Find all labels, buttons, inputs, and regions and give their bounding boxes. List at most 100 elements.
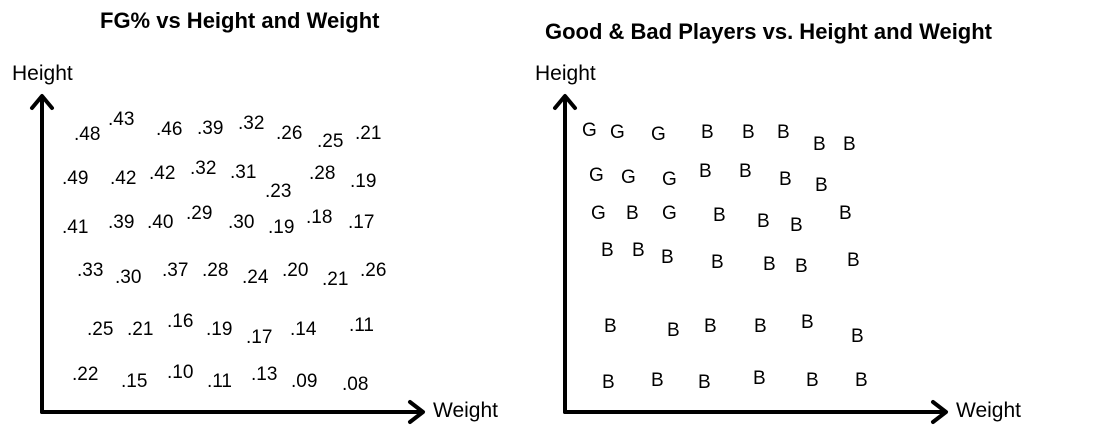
player-marker-r2-c1: G bbox=[589, 165, 604, 186]
fg-value-r3-c8: .17 bbox=[348, 212, 374, 233]
right-x-axis-arrowhead bbox=[931, 400, 948, 424]
fg-value-r6-c1: .22 bbox=[72, 364, 98, 385]
player-marker-r4-c5: B bbox=[763, 254, 776, 275]
player-marker-r2-c7: B bbox=[815, 175, 828, 196]
player-marker-r1-c8: B bbox=[843, 134, 856, 155]
player-marker-r5-c1: B bbox=[604, 316, 617, 337]
left-fg-values: .48 .43 .46 .39 .32 .26 .25 .21 .49 .42 .42 .32 .31.… bbox=[62, 109, 386, 395]
fg-value-r2-c6: .23 bbox=[265, 181, 291, 202]
fg-value-r5-c7: .11 bbox=[349, 315, 374, 336]
fg-value-r1-c6: .26 bbox=[276, 123, 302, 144]
player-marker-r4-c4: B bbox=[711, 252, 724, 273]
fg-value-r1-c7: .25 bbox=[317, 131, 343, 152]
player-marker-r1-c3: G bbox=[651, 124, 666, 145]
fg-value-r5-c6: .14 bbox=[290, 319, 317, 340]
fg-value-r1-c4: .39 bbox=[197, 118, 223, 139]
fg-value-r1-c2: .43 bbox=[108, 109, 134, 130]
player-marker-r5-c3: B bbox=[704, 316, 717, 337]
player-marker-r1-c4: B bbox=[701, 122, 714, 143]
right-axes bbox=[553, 94, 948, 424]
fg-value-r5-c4: .19 bbox=[206, 319, 232, 340]
fg-value-r4-c8: .26 bbox=[360, 260, 386, 281]
player-marker-r6-c5: B bbox=[806, 370, 819, 391]
fg-value-r6-c2: .15 bbox=[121, 371, 147, 392]
fg-value-r5-c2: .21 bbox=[127, 319, 153, 340]
fg-value-r1-c5: .32 bbox=[238, 113, 264, 134]
fg-value-r2-c7: .28 bbox=[309, 163, 335, 184]
left-chart-title: FG% vs Height and Weight bbox=[100, 8, 380, 33]
player-marker-r4-c2: B bbox=[632, 240, 645, 261]
player-marker-r3-c1: G bbox=[591, 203, 606, 224]
player-marker-r1-c6: B bbox=[777, 122, 790, 143]
player-marker-r2-c2: G bbox=[621, 167, 636, 188]
player-marker-r4-c6: B bbox=[795, 256, 808, 277]
fg-value-r4-c6: .20 bbox=[282, 260, 308, 281]
left-x-axis-arrowhead bbox=[408, 400, 425, 424]
fg-value-r1-c3: .46 bbox=[156, 119, 182, 140]
player-marker-r5-c5: B bbox=[801, 312, 814, 333]
player-marker-r6-c4: B bbox=[753, 368, 766, 389]
fg-value-r6-c4: .11 bbox=[207, 371, 232, 392]
player-marker-r2-c3: G bbox=[662, 169, 677, 190]
player-marker-r2-c5: B bbox=[739, 161, 752, 182]
left-axes bbox=[30, 94, 425, 424]
left-y-axis-arrowhead bbox=[30, 94, 54, 110]
right-y-axis-label: Height bbox=[535, 62, 596, 85]
fg-value-r1-c1: .48 bbox=[74, 124, 100, 145]
right-chart-title: Good & Bad Players vs. Height and Weight bbox=[545, 19, 993, 44]
fg-value-r4-c7: .21 bbox=[322, 269, 348, 290]
fg-value-r3-c5: .30 bbox=[228, 212, 254, 233]
fg-value-r3-c2: .39 bbox=[108, 212, 134, 233]
player-marker-r3-c2: B bbox=[626, 203, 639, 224]
player-marker-r1-c5: B bbox=[742, 122, 755, 143]
player-marker-r6-c6: B bbox=[855, 370, 868, 391]
player-marker-r5-c6: B bbox=[851, 326, 864, 347]
fg-value-r2-c4: .32 bbox=[190, 158, 216, 179]
fg-value-r5-c5: .17 bbox=[246, 327, 272, 348]
fg-value-r2-c1: .49 bbox=[62, 168, 88, 189]
right-y-axis-arrowhead bbox=[553, 94, 577, 110]
player-marker-r4-c3: B bbox=[661, 247, 674, 268]
fg-value-r6-c5: .13 bbox=[251, 364, 277, 385]
fg-value-r3-c1: .41 bbox=[62, 217, 88, 238]
fg-value-r2-c5: .31 bbox=[230, 162, 256, 183]
player-marker-r6-c2: B bbox=[651, 370, 664, 391]
player-marker-r5-c2: B bbox=[667, 320, 680, 341]
player-marker-r3-c5: B bbox=[757, 211, 770, 232]
player-marker-r1-c7: B bbox=[813, 134, 826, 155]
fg-value-r4-c5: .24 bbox=[242, 267, 269, 288]
fg-value-r3-c3: .40 bbox=[147, 212, 173, 233]
player-marker-r1-c2: G bbox=[610, 122, 625, 143]
player-marker-r4-c7: B bbox=[847, 250, 860, 271]
fg-value-r4-c1: .33 bbox=[77, 260, 103, 281]
fg-value-r5-c3: .16 bbox=[167, 311, 193, 332]
right-player-markers: G G G B B BB BG G G B B B BG B G B B BBB B B B B B BB B B B BBB B B B B… bbox=[582, 120, 868, 393]
fg-value-r5-c1: .25 bbox=[87, 319, 113, 340]
fg-value-r6-c3: .10 bbox=[167, 362, 193, 383]
fg-value-r4-c4: .28 bbox=[202, 260, 228, 281]
fg-value-r6-c6: .09 bbox=[291, 371, 317, 392]
fg-value-r2-c2: .42 bbox=[110, 168, 136, 189]
right-x-axis-label: Weight bbox=[956, 399, 1021, 422]
player-marker-r2-c6: B bbox=[779, 169, 792, 190]
player-marker-r6-c1: B bbox=[602, 372, 615, 393]
fg-value-r3-c4: .29 bbox=[186, 203, 212, 224]
fg-value-r3-c6: .19 bbox=[268, 217, 294, 238]
player-marker-r4-c1: B bbox=[601, 240, 614, 261]
left-x-axis-label: Weight bbox=[433, 399, 498, 422]
fg-value-r1-c8: .21 bbox=[355, 123, 381, 144]
player-marker-r3-c3: G bbox=[662, 203, 677, 224]
player-marker-r3-c6: B bbox=[790, 215, 803, 236]
fg-value-r4-c2: .30 bbox=[115, 267, 141, 288]
fg-value-r4-c3: .37 bbox=[162, 260, 188, 281]
player-marker-r3-c7: B bbox=[839, 203, 852, 224]
player-marker-r5-c4: B bbox=[754, 316, 767, 337]
fg-value-r2-c3: .42 bbox=[149, 163, 175, 184]
player-marker-r1-c1: G bbox=[582, 120, 597, 141]
player-marker-r6-c3: B bbox=[698, 372, 711, 393]
player-marker-r2-c4: B bbox=[699, 161, 712, 182]
fg-value-r2-c8: .19 bbox=[350, 171, 376, 192]
fg-value-r3-c7: .18 bbox=[306, 207, 332, 228]
player-marker-r3-c4: B bbox=[713, 205, 726, 226]
